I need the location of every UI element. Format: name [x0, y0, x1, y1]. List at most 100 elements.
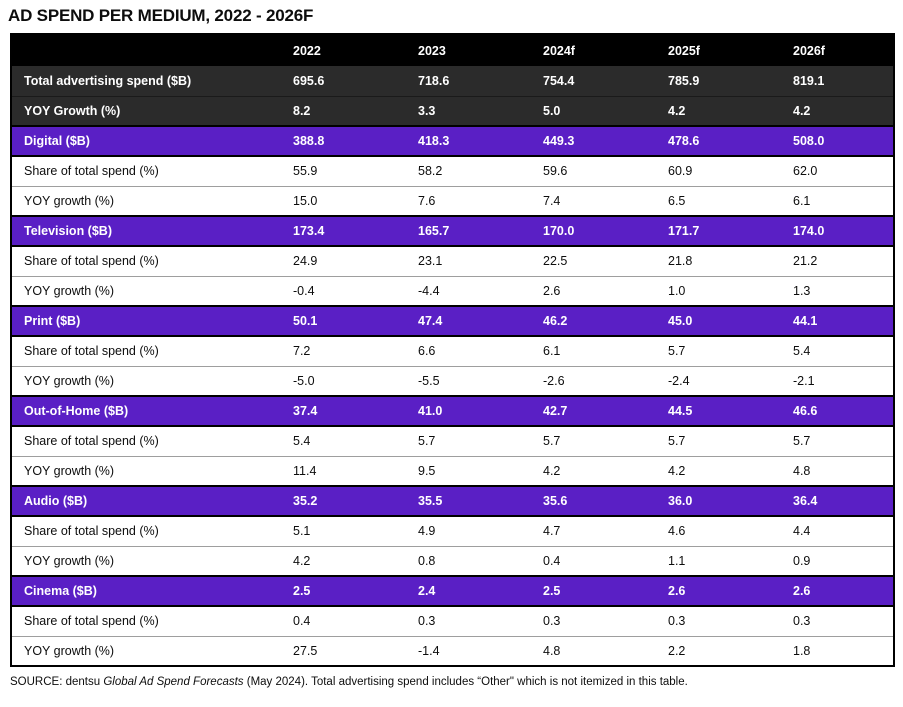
row-value: -2.4 [668, 373, 690, 388]
table-row-summary: YOY Growth (%) 8.2 3.3 5.0 4.2 4.2 [11, 96, 894, 126]
row-value: 4.4 [793, 524, 811, 539]
row-value: 23.1 [418, 254, 443, 269]
row-label: YOY growth (%) [24, 643, 115, 658]
row-label: YOY Growth (%) [24, 103, 121, 118]
table-row-group: Audio ($B) 35.2 35.5 35.6 36.0 36.4 [11, 486, 894, 516]
row-value: 5.7 [543, 434, 561, 449]
row-value: 173.4 [293, 224, 325, 238]
row-value: 508.0 [793, 134, 825, 148]
row-value: 5.7 [418, 434, 436, 449]
row-value: 5.1 [293, 524, 311, 539]
table-row-sub: Share of total spend (%) 5.1 4.9 4.7 4.6 4.4 [11, 516, 894, 546]
row-value: 59.6 [543, 164, 568, 179]
row-value: 42.7 [543, 404, 568, 418]
row-value: 1.1 [668, 553, 686, 568]
row-value: 21.8 [668, 254, 693, 269]
row-value: 478.6 [668, 134, 700, 148]
row-value: 36.4 [793, 494, 818, 508]
row-value: 4.2 [793, 103, 811, 118]
row-value: -2.6 [543, 373, 565, 388]
row-value: 62.0 [793, 164, 818, 179]
column-header-2022: 2022 [293, 43, 321, 58]
row-value: 418.3 [418, 134, 450, 148]
row-label: Share of total spend (%) [24, 524, 159, 539]
table-row-group: Digital ($B) 388.8 418.3 449.3 478.6 508.0 [11, 126, 894, 156]
row-value: 4.2 [668, 463, 686, 478]
row-value: 2.5 [543, 584, 561, 598]
column-header-2025f: 2025f [668, 43, 700, 58]
row-value: 4.9 [418, 524, 436, 539]
row-value: -4.4 [418, 283, 440, 298]
row-value: 5.0 [543, 103, 561, 118]
row-value: 24.9 [293, 254, 318, 269]
row-label: Share of total spend (%) [24, 164, 159, 179]
row-label: Total advertising spend ($B) [24, 73, 192, 88]
row-label: YOY growth (%) [24, 463, 115, 478]
row-value: 2.2 [668, 643, 686, 658]
row-value: 27.5 [293, 643, 318, 658]
column-header-2023: 2023 [418, 43, 446, 58]
row-value: 46.6 [793, 404, 818, 418]
table-row-sub: Share of total spend (%) 5.4 5.7 5.7 5.7 5.7 [11, 426, 894, 456]
row-value: 5.7 [668, 344, 686, 359]
row-value: 58.2 [418, 164, 443, 179]
row-value: 35.5 [418, 494, 443, 508]
row-value: 4.7 [543, 524, 561, 539]
row-value: 11.4 [293, 463, 317, 478]
table-row-sub: YOY growth (%) -0.4 -4.4 2.6 1.0 1.3 [11, 276, 894, 306]
row-label: Share of total spend (%) [24, 254, 159, 269]
row-value: 4.8 [543, 643, 561, 658]
row-label: Print ($B) [24, 314, 81, 328]
row-label: YOY growth (%) [24, 283, 115, 298]
row-value: 0.9 [793, 553, 811, 568]
row-value: 2.4 [418, 584, 436, 598]
row-value: 55.9 [293, 164, 318, 179]
column-header-2026f: 2026f [793, 43, 825, 58]
row-value: 1.8 [793, 643, 811, 658]
table-header-row: 2022 2023 2024f 2025f 2026f [11, 34, 894, 66]
row-value: 2.6 [668, 584, 686, 598]
row-value: 7.2 [293, 344, 311, 359]
row-value: -1.4 [418, 643, 440, 658]
row-value: 7.4 [543, 193, 561, 208]
row-value: 5.7 [668, 434, 686, 449]
row-value: 0.3 [793, 614, 811, 629]
source-note-publication: Global Ad Spend Forecasts [103, 676, 244, 688]
row-value: 4.2 [293, 553, 311, 568]
row-value: 0.8 [418, 553, 436, 568]
table-row-sub: Share of total spend (%) 0.4 0.3 0.3 0.3 0.3 [11, 606, 894, 636]
row-value: 50.1 [293, 314, 318, 328]
row-value: 45.0 [668, 314, 693, 328]
row-label: YOY growth (%) [24, 553, 115, 568]
table-row-summary: Total advertising spend ($B) 695.6 718.6 75… [11, 66, 894, 96]
table-row-sub: Share of total spend (%) 24.9 23.1 22.5 21.8… [11, 246, 894, 276]
row-label: Cinema ($B) [24, 584, 97, 598]
row-value: 44.5 [668, 404, 693, 418]
row-value: 1.3 [793, 283, 811, 298]
row-value: 785.9 [668, 73, 700, 88]
row-value: 4.6 [668, 524, 686, 539]
row-value: 449.3 [543, 134, 575, 148]
row-value: 8.2 [293, 103, 311, 118]
table-row-sub: Share of total spend (%) 7.2 6.6 6.1 5.7 5.4 [11, 336, 894, 366]
page-title: AD SPEND PER MEDIUM, 2022 - 2026F [8, 6, 314, 25]
row-value: 6.5 [668, 193, 686, 208]
row-value: 6.1 [543, 344, 561, 359]
header-corner-cell [11, 34, 269, 66]
row-value: 9.5 [418, 463, 436, 478]
row-value: 3.3 [418, 103, 436, 118]
source-note-suffix: (May 2024). Total advertising spend incl… [243, 676, 688, 688]
row-value: 170.0 [543, 224, 575, 238]
row-value: 5.7 [793, 434, 811, 449]
row-value: 44.1 [793, 314, 818, 328]
row-value: 36.0 [668, 494, 693, 508]
source-note-prefix: SOURCE: dentsu [10, 676, 104, 688]
table-row-group: Cinema ($B) 2.5 2.4 2.5 2.6 2.6 [11, 576, 894, 606]
row-value: 2.6 [543, 283, 561, 298]
row-value: 60.9 [668, 164, 693, 179]
row-value: 6.1 [793, 193, 811, 208]
row-value: 21.2 [793, 254, 818, 269]
row-value: -5.0 [293, 373, 315, 388]
table-row-sub: YOY growth (%) -5.0 -5.5 -2.6 -2.4 -2.1 [11, 366, 894, 396]
table-row-group: Television ($B) 173.4 165.7 170.0 171.7 174.0 [11, 216, 894, 246]
